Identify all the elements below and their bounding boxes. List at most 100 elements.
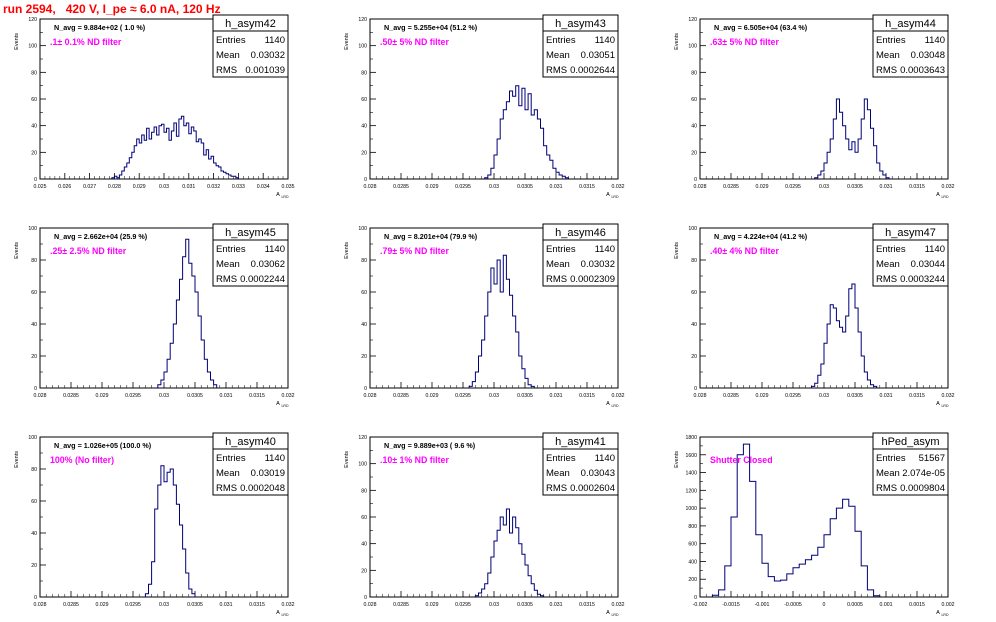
y-tick-label: 100 — [688, 44, 697, 50]
stats-value-entries: 1140 — [595, 35, 615, 46]
x-tick-label: 0.0285 — [723, 184, 739, 190]
navg-label: N_avg = 4.224e+04 (41.2 %) — [714, 232, 808, 241]
filter-label: 100% (No filter) — [50, 455, 114, 465]
filter-label: .79± 5% ND filter — [380, 246, 449, 256]
x-tick-label: 0.029 — [426, 602, 439, 608]
x-tick-label: 0.0295 — [125, 393, 141, 399]
y-tick-label: 120 — [688, 17, 697, 23]
x-tick-label: 0.0285 — [393, 602, 409, 608]
stats-box — [542, 448, 619, 496]
histogram-title: h_asym45 — [225, 227, 276, 239]
x-tick-label: 0.031 — [880, 184, 893, 190]
stats-box — [872, 448, 949, 496]
navg-label: N_avg = 2.662e+04 (25.9 %) — [54, 232, 148, 241]
histogram-title: h_asym40 — [225, 436, 276, 448]
histogram-line — [157, 238, 218, 388]
y-tick-label: 60 — [31, 290, 37, 296]
y-tick-label: 80 — [361, 70, 367, 76]
x-tick-label: 0.0305 — [517, 602, 533, 608]
x-axis-subscript: LRD — [281, 404, 288, 408]
y-tick-label: 200 — [688, 577, 697, 583]
stats-key-entries: Entries — [216, 35, 246, 46]
stats-value-rms: 0.0002644 — [570, 65, 615, 76]
x-tick-label: 0.001 — [880, 602, 893, 608]
y-tick-label: 1600 — [685, 453, 697, 459]
histogram-title: h_asym43 — [555, 18, 606, 30]
y-tick-label: 60 — [31, 499, 37, 505]
x-axis-subscript: LRD — [941, 404, 948, 408]
histogram-panel-h_asym47: 0 20 40 60 80 100 0.028 0.0285 0.029 0.0295 0.03 0.… — [674, 223, 955, 408]
y-tick-label: 60 — [31, 97, 37, 103]
stats-value-mean: 0.03044 — [911, 259, 945, 270]
x-tick-label: 0.0295 — [785, 184, 801, 190]
stats-value-rms: 0.001039 — [245, 65, 285, 76]
stats-key-mean: Mean — [876, 50, 900, 61]
y-tick-label: 1000 — [685, 506, 697, 512]
x-tick-label: -0.0015 — [722, 602, 740, 608]
x-tick-label: 0.03 — [489, 184, 499, 190]
stats-value-rms: 0.0002309 — [570, 274, 615, 285]
stats-key-rms: RMS — [216, 65, 237, 76]
stats-value-entries: 1140 — [265, 244, 285, 255]
y-tick-label: 20 — [361, 568, 367, 574]
x-tick-label: 0.031 — [220, 393, 233, 399]
stats-value-entries: 1140 — [595, 244, 615, 255]
y-tick-label: 0 — [364, 386, 367, 392]
x-tick-label: 0.032 — [942, 184, 955, 190]
y-axis-title: Events — [14, 242, 20, 259]
y-tick-label: 120 — [358, 435, 367, 441]
histogram-panel-h_asym44: 0 20 40 60 80 100 120 0.028 0.0285 0.029 0.0295 0.0… — [674, 14, 955, 199]
x-tick-label: 0.002 — [942, 602, 955, 608]
filter-label: .40± 4% ND filter — [710, 246, 779, 256]
histogram-line — [814, 98, 890, 179]
histogram-line — [468, 254, 535, 388]
stats-value-mean: 0.03048 — [911, 50, 945, 61]
x-tick-label: 0.029 — [96, 602, 109, 608]
y-tick-label: 100 — [358, 462, 367, 468]
x-tick-label: 0.029 — [96, 393, 109, 399]
stats-value-mean: 0.03051 — [581, 50, 615, 61]
x-tick-label: 0.031 — [550, 602, 563, 608]
stats-value-entries: 1140 — [265, 453, 285, 464]
x-tick-label: 0.03 — [159, 393, 169, 399]
stats-key-mean: Mean — [876, 259, 900, 270]
x-tick-label: 0.028 — [694, 393, 707, 399]
stats-key-mean: Mean — [216, 259, 240, 270]
x-tick-label: 0.0295 — [125, 602, 141, 608]
stats-value-mean: 0.03032 — [581, 259, 615, 270]
y-tick-label: 120 — [358, 17, 367, 23]
y-tick-label: 40 — [31, 531, 37, 537]
stats-value-mean: 0.03062 — [251, 259, 285, 270]
x-tick-label: -0.0005 — [784, 602, 802, 608]
y-tick-label: 40 — [361, 322, 367, 328]
stats-key-entries: Entries — [876, 453, 906, 464]
stats-value-rms: 0.0003244 — [900, 274, 945, 285]
x-tick-label: 0.032 — [282, 393, 295, 399]
x-tick-label: 0 — [823, 602, 826, 608]
x-tick-label: 0.029 — [756, 184, 769, 190]
x-tick-label: 0.028 — [34, 602, 47, 608]
stats-key-rms: RMS — [546, 274, 567, 285]
y-axis-title: Events — [14, 451, 20, 468]
stats-key-mean: Mean — [216, 468, 240, 479]
x-tick-label: 0.0285 — [63, 602, 79, 608]
y-axis-title: Events — [344, 242, 350, 259]
x-tick-label: 0.035 — [282, 184, 295, 190]
x-tick-label: 0.033 — [232, 184, 245, 190]
y-tick-label: 1800 — [685, 435, 697, 441]
x-axis-subscript: LRD — [281, 195, 288, 199]
navg-label: N_avg = 8.201e+04 (79.9 %) — [384, 232, 478, 241]
y-tick-label: 0 — [34, 595, 37, 601]
histogram-title: hPed_asym — [881, 436, 939, 448]
y-tick-label: 60 — [361, 97, 367, 103]
x-tick-label: 0.0315 — [909, 393, 925, 399]
stats-value-entries: 1140 — [265, 35, 285, 46]
x-tick-label: 0.03 — [489, 393, 499, 399]
x-tick-label: -0.001 — [755, 602, 770, 608]
stats-key-entries: Entries — [546, 453, 576, 464]
y-tick-label: 0 — [364, 177, 367, 183]
stats-box — [212, 239, 289, 287]
x-tick-label: 0.0295 — [455, 602, 471, 608]
stats-key-entries: Entries — [546, 35, 576, 46]
x-tick-label: 0.026 — [58, 184, 71, 190]
